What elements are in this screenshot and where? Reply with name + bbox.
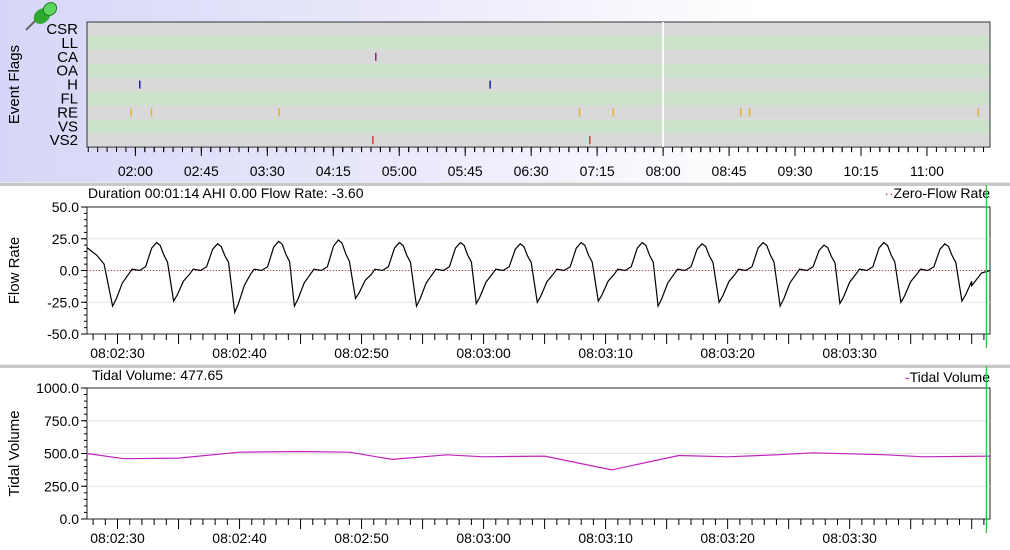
y-axis-label: Tidal Volume — [6, 410, 23, 496]
y-tick-label: 25.0 — [52, 231, 79, 247]
x-tick-label: 08:45 — [712, 163, 747, 179]
y-axis-label: Flow Rate — [6, 237, 23, 305]
x-tick-label: 02:00 — [118, 163, 153, 179]
flow-rate-legend: ··Zero-Flow Rate — [884, 185, 990, 201]
event-row-vs2 — [87, 133, 990, 148]
event-row-h — [87, 77, 990, 92]
x-tick-label: 08:02:40 — [212, 345, 267, 361]
event-row-label: OA — [56, 63, 78, 80]
x-tick-label: 03:30 — [250, 163, 285, 179]
x-tick-label: 05:45 — [448, 163, 483, 179]
event-row-label: FL — [60, 91, 78, 108]
x-tick-label: 08:02:50 — [334, 530, 389, 546]
tidal-volume-line — [86, 450, 991, 471]
event-row-fl — [87, 91, 990, 106]
event-row-re — [87, 105, 990, 120]
x-tick-label: 08:02:50 — [334, 345, 389, 361]
x-tick-label: 05:00 — [382, 163, 417, 179]
x-tick-label: 08:03:10 — [578, 345, 633, 361]
y-tick-label: 1000.0 — [36, 380, 79, 396]
x-tick-label: 08:03:00 — [456, 530, 511, 546]
x-tick-label: 04:15 — [316, 163, 351, 179]
event-row-csr — [87, 22, 990, 36]
y-tick-label: -25.0 — [47, 294, 79, 310]
x-tick-label: 02:45 — [184, 163, 219, 179]
y-tick-label: 250.0 — [44, 478, 79, 494]
flow-rate-title: Duration 00:01:14 AHI 0.00 Flow Rate: -3… — [88, 185, 364, 201]
panel-divider[interactable] — [0, 182, 1010, 186]
event-row-label: H — [67, 77, 78, 94]
event-row-label: RE — [57, 104, 78, 121]
legend-label: Tidal Volume — [909, 369, 990, 385]
y-tick-label: 500.0 — [44, 446, 79, 462]
y-tick-label: 0.0 — [60, 263, 80, 279]
event-row-oa — [87, 63, 990, 78]
panel-divider[interactable] — [0, 364, 1010, 368]
x-tick-label: 06:30 — [514, 163, 549, 179]
x-tick-label: 08:03:10 — [578, 530, 633, 546]
event-row-ca — [87, 49, 990, 64]
event-row-label: LL — [61, 35, 78, 52]
event-row-vs — [87, 119, 990, 134]
y-tick-label: 50.0 — [52, 199, 79, 215]
y-tick-label: 0.0 — [60, 511, 80, 527]
x-tick-label: 08:03:20 — [700, 530, 755, 546]
x-tick-label: 08:03:30 — [822, 345, 877, 361]
event-row-label: VS2 — [50, 132, 78, 149]
tidal-volume-title: Tidal Volume: 477.65 — [92, 367, 224, 383]
x-tick-label: 11:00 — [910, 163, 944, 179]
event-row-label: CA — [57, 49, 78, 66]
event-row-label: CSR — [46, 21, 78, 38]
x-tick-label: 08:03:20 — [700, 345, 755, 361]
x-tick-label: 08:02:30 — [90, 530, 145, 546]
x-tick-label: 08:03:30 — [822, 530, 877, 546]
event-plot-border — [86, 21, 991, 148]
x-tick-label: 08:02:30 — [90, 345, 145, 361]
green-pushpin-icon[interactable] — [20, 0, 60, 36]
x-tick-label: 09:30 — [778, 163, 813, 179]
event-row-ll — [87, 35, 990, 50]
y-tick-label: -50.0 — [47, 326, 79, 342]
x-tick-label: 08:00 — [646, 163, 681, 179]
x-tick-label: 08:03:00 — [456, 345, 511, 361]
x-tick-label: 10:15 — [843, 163, 878, 179]
y-axis-label: Event Flags — [6, 45, 23, 124]
event-row-label: VS — [58, 118, 78, 135]
tidal-volume-legend: -Tidal Volume — [904, 369, 990, 385]
x-tick-label: 08:02:40 — [212, 530, 267, 546]
y-tick-label: 750.0 — [44, 413, 79, 429]
flow-rate-line — [86, 239, 991, 315]
x-tick-label: 07:15 — [580, 163, 615, 179]
legend-label: Zero-Flow Rate — [893, 185, 990, 201]
